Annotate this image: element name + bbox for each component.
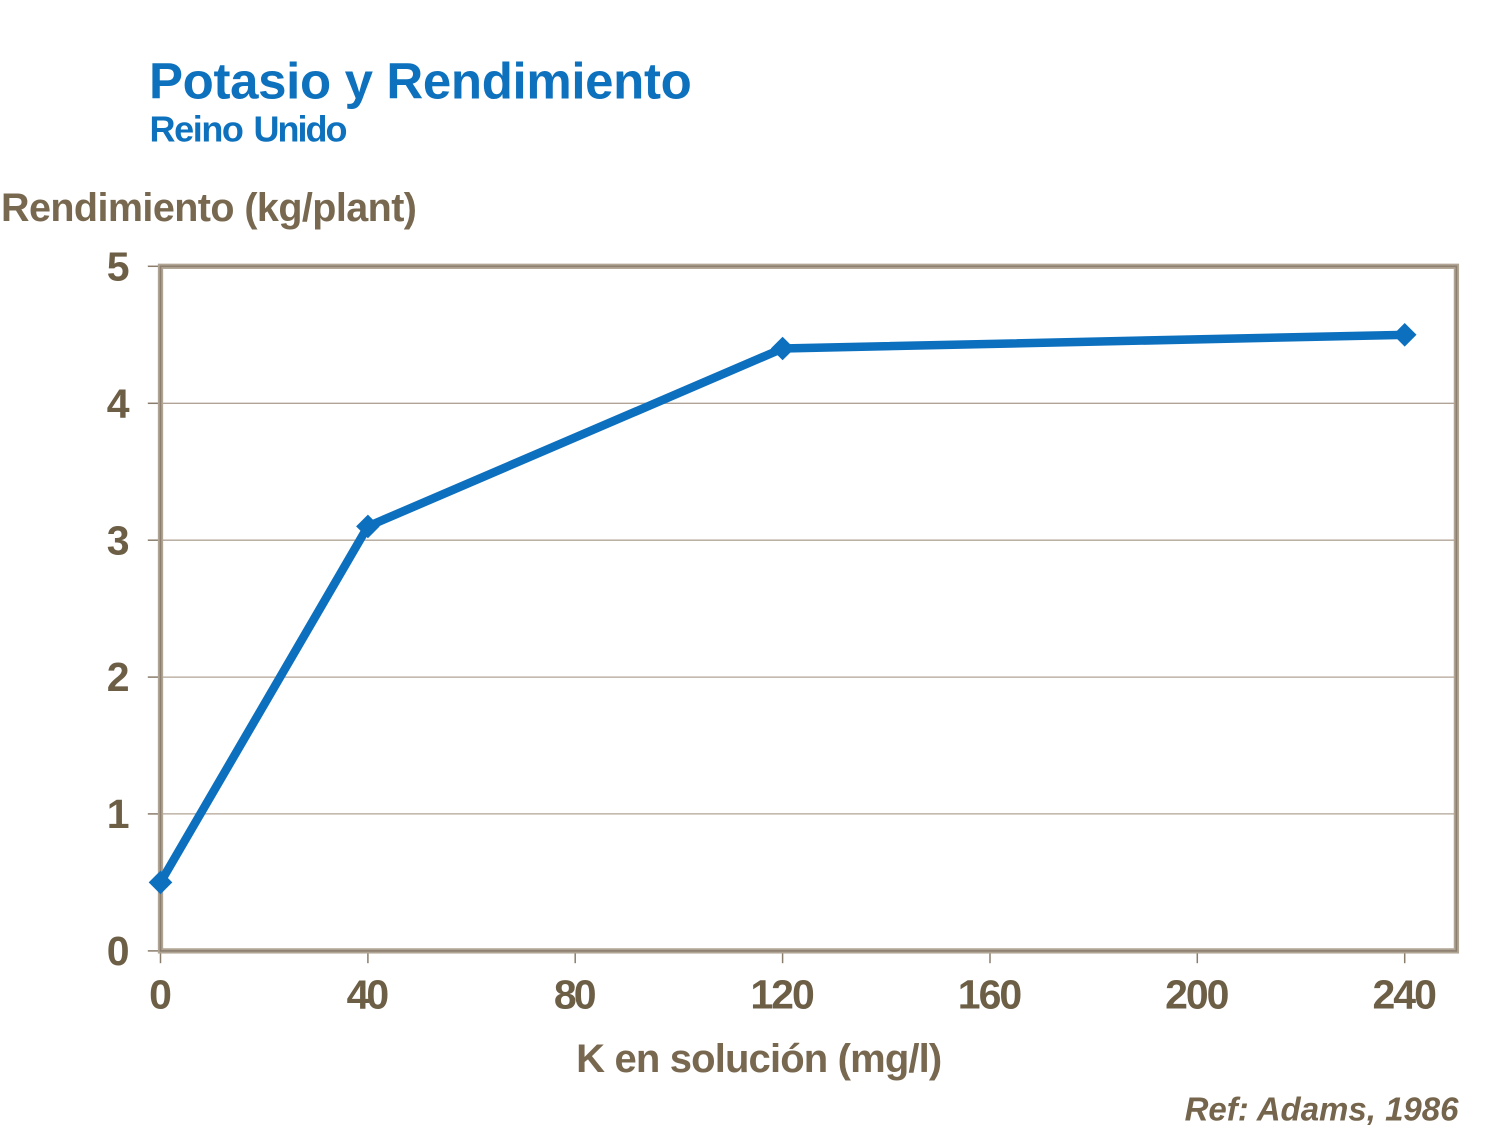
svg-text:Ref: Adams, 1986: Ref: Adams, 1986: [1185, 1091, 1460, 1126]
svg-text:40: 40: [347, 972, 389, 1018]
svg-text:240: 240: [1372, 972, 1436, 1018]
svg-text:160: 160: [958, 972, 1022, 1018]
svg-text:1: 1: [107, 791, 130, 837]
svg-text:0: 0: [107, 928, 130, 974]
svg-text:K en solución (mg/l): K en solución (mg/l): [576, 1037, 941, 1081]
svg-text:Rendimiento (kg/plant): Rendimiento (kg/plant): [1, 186, 416, 230]
svg-text:3: 3: [107, 517, 130, 563]
svg-text:120: 120: [750, 972, 814, 1018]
svg-text:200: 200: [1165, 972, 1229, 1018]
svg-text:0: 0: [149, 972, 172, 1018]
svg-text:2: 2: [107, 654, 130, 700]
svg-text:4: 4: [107, 380, 130, 426]
svg-text:80: 80: [554, 972, 596, 1018]
svg-text:Potasio y Rendimiento: Potasio y Rendimiento: [149, 52, 691, 109]
svg-text:Reino Unido: Reino Unido: [150, 109, 347, 150]
svg-text:5: 5: [107, 243, 130, 289]
